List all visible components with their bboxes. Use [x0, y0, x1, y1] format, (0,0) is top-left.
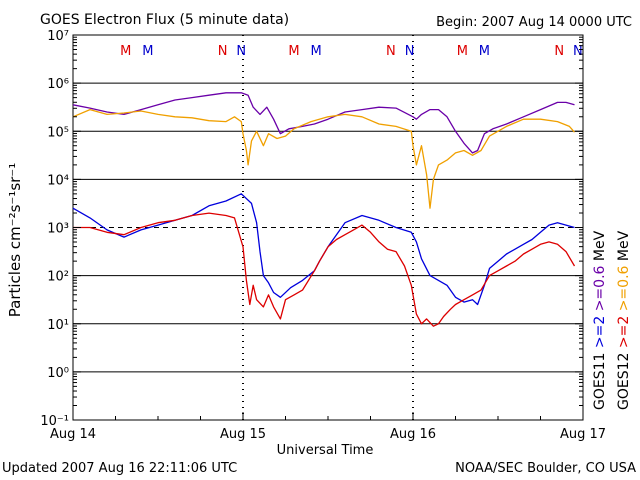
y-tick-label: 10¹: [47, 318, 69, 333]
x-axis: Aug 14 Aug 15 Aug 16 Aug 17: [50, 412, 606, 442]
y-tick-label: 10³: [47, 222, 69, 237]
series-line: [72, 108, 575, 209]
event-marker: N: [236, 44, 246, 59]
legend-part: >=0.6: [616, 265, 632, 315]
legend-part: >=2: [616, 316, 632, 353]
event-marker: M: [310, 44, 321, 59]
event-marker: M: [457, 44, 468, 59]
y-tick-label: 10⁰: [47, 366, 69, 381]
event-marker: M: [142, 44, 153, 59]
legend-part: GOES12: [616, 353, 632, 410]
legend-part: MeV: [616, 230, 632, 265]
day-boundary-ticks: [242, 35, 414, 420]
y-tick-label: 10⁻¹: [40, 414, 69, 429]
source-credit: NOAA/SEC Boulder, CO USA: [455, 461, 636, 476]
begin-label: Begin: 2007 Aug 14 0000 UTC: [436, 15, 632, 30]
series-lines: [72, 92, 576, 327]
legend-part: >=2: [592, 316, 608, 353]
event-marker: N: [554, 44, 564, 59]
legend-part: >=0.6: [592, 265, 608, 315]
x-tick-label: Aug 16: [390, 427, 436, 442]
event-marker: M: [120, 44, 131, 59]
event-marker: M: [288, 44, 299, 59]
event-marker: M: [479, 44, 490, 59]
x-axis-label: Universal Time: [277, 443, 374, 458]
event-marker: N: [386, 44, 396, 59]
legend-part: GOES11: [592, 353, 608, 410]
y-tick-label: 10⁵: [47, 125, 69, 140]
x-tick-label: Aug 15: [220, 427, 266, 442]
y-tick-label: 10⁶: [47, 77, 69, 92]
series-line: [72, 193, 575, 306]
y-tick-label: 10²: [47, 270, 69, 285]
x-tick-label: Aug 14: [50, 427, 96, 442]
legend-goes11: GOES11 >=2 >=0.6 MeV: [592, 230, 608, 410]
event-marker: N: [405, 44, 415, 59]
x-tick-label: Aug 17: [560, 427, 606, 442]
y-axis: 10⁷ 10⁶ 10⁵ 10⁴ 10³ 10² 10¹ 10⁰ 10⁻¹: [40, 29, 583, 429]
y-axis-label: Particles cm⁻²s⁻¹sr⁻¹: [6, 163, 24, 317]
y-tick-label: 10⁴: [47, 173, 69, 188]
gridlines: [73, 82, 583, 373]
event-marker: N: [573, 44, 583, 59]
chart-title: GOES Electron Flux (5 minute data): [40, 12, 289, 28]
y-tick-label: 10⁷: [47, 29, 69, 44]
event-marker: N: [218, 44, 228, 59]
legend-goes12: GOES12 >=2 >=0.6 MeV: [616, 230, 632, 410]
updated-timestamp: Updated 2007 Aug 16 22:11:06 UTC: [2, 461, 237, 476]
series-line: [72, 92, 575, 154]
series-line: [73, 212, 576, 327]
legend-part: MeV: [592, 230, 608, 265]
